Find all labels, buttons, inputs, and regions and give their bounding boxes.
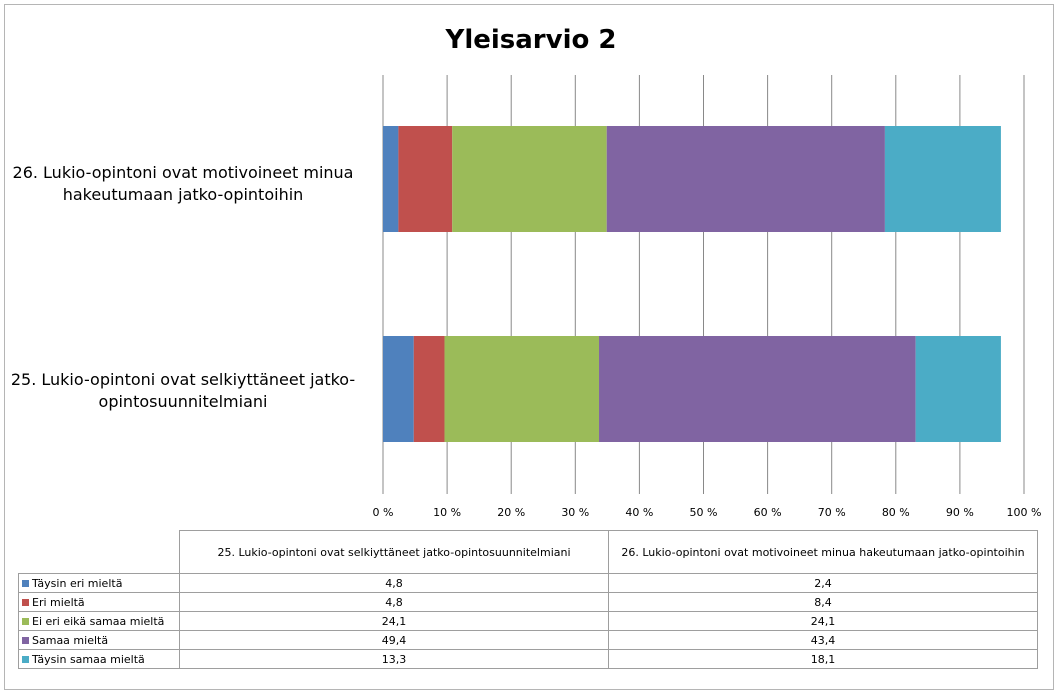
legend-entry: Samaa mieltä xyxy=(18,630,180,650)
legend-entry: Ei eri eikä samaa mieltä xyxy=(18,611,180,631)
table-row: Eri mieltä 4,8 8,4 xyxy=(18,592,1038,612)
x-tick-label: 90 % xyxy=(946,506,974,519)
chart-svg: Yleisarvio 2 25. Lukio-opintoni ovat sel… xyxy=(11,25,1042,519)
legend-label: Samaa mieltä xyxy=(32,633,109,647)
legend-label: Eri mieltä xyxy=(32,595,85,609)
legend-label: Täysin eri mieltä xyxy=(32,576,123,590)
x-tick-label: 40 % xyxy=(625,506,653,519)
category-label: 25. Lukio-opintoni ovat selkiyttäneet ja… xyxy=(11,370,355,411)
bar-segment xyxy=(398,126,453,232)
category-labels: 25. Lukio-opintoni ovat selkiyttäneet ja… xyxy=(11,163,355,411)
legend-label: Ei eri eikä samaa mieltä xyxy=(32,614,165,628)
table-cell: 4,8 xyxy=(179,592,609,612)
x-tick-label: 100 % xyxy=(1007,506,1042,519)
bar-segment xyxy=(915,336,1001,442)
chart-title: Yleisarvio 2 xyxy=(445,25,617,55)
legend-swatch xyxy=(22,655,29,663)
table-header-row: 25. Lukio-opintoni ovat selkiyttäneet ja… xyxy=(18,530,1038,574)
table-cell: 49,4 xyxy=(179,630,609,650)
bar-segment xyxy=(413,336,445,442)
legend-entry: Täysin samaa mieltä xyxy=(18,649,180,669)
x-tick-label: 80 % xyxy=(882,506,910,519)
x-tick-labels: 0 % 10 % 20 % 30 % 40 % 50 % 60 % 70 % 80 % 90 % 1… xyxy=(373,506,1042,519)
bar-segment xyxy=(383,336,414,442)
x-tick-label: 50 % xyxy=(690,506,718,519)
table-cell: 2,4 xyxy=(608,573,1038,593)
table-cell: 18,1 xyxy=(608,649,1038,669)
table-cell: 24,1 xyxy=(179,611,609,631)
table-cell: 43,4 xyxy=(608,630,1038,650)
bars xyxy=(383,126,1001,442)
table-row: Täysin eri mieltä 4,8 2,4 xyxy=(18,573,1038,593)
bar-segment xyxy=(606,126,885,232)
legend-entry: Täysin eri mieltä xyxy=(18,573,180,593)
table-column-header: 26. Lukio-opintoni ovat motivoineet minu… xyxy=(608,530,1038,574)
legend-label: Täysin samaa mieltä xyxy=(32,652,145,666)
legend-swatch xyxy=(22,636,29,644)
table-cell: 13,3 xyxy=(179,649,609,669)
bar-segment xyxy=(383,126,399,232)
legend-swatch xyxy=(22,598,29,606)
x-tick-label: 10 % xyxy=(433,506,461,519)
table-column-header: 25. Lukio-opintoni ovat selkiyttäneet ja… xyxy=(179,530,609,574)
legend-entry: Eri mieltä xyxy=(18,592,180,612)
bar-segment xyxy=(452,126,607,232)
bar-segment xyxy=(884,126,1001,232)
data-table: 25. Lukio-opintoni ovat selkiyttäneet ja… xyxy=(18,530,1038,669)
x-tick-label: 70 % xyxy=(818,506,846,519)
bar-segment xyxy=(599,336,916,442)
table-row: Samaa mieltä 49,4 43,4 xyxy=(18,630,1038,650)
table-cell: 4,8 xyxy=(179,573,609,593)
x-tick-label: 20 % xyxy=(497,506,525,519)
table-row: Ei eri eikä samaa mieltä 24,1 24,1 xyxy=(18,611,1038,631)
table-row: Täysin samaa mieltä 13,3 18,1 xyxy=(18,649,1038,669)
legend-swatch xyxy=(22,617,29,625)
category-label: 26. Lukio-opintoni ovat motivoineet minu… xyxy=(13,163,354,204)
table-corner xyxy=(18,530,180,574)
x-tick-label: 60 % xyxy=(754,506,782,519)
legend-swatch xyxy=(22,579,29,587)
x-tick-label: 0 % xyxy=(373,506,394,519)
table-cell: 24,1 xyxy=(608,611,1038,631)
x-tick-label: 30 % xyxy=(561,506,589,519)
table-cell: 8,4 xyxy=(608,592,1038,612)
bar-segment xyxy=(444,336,600,442)
